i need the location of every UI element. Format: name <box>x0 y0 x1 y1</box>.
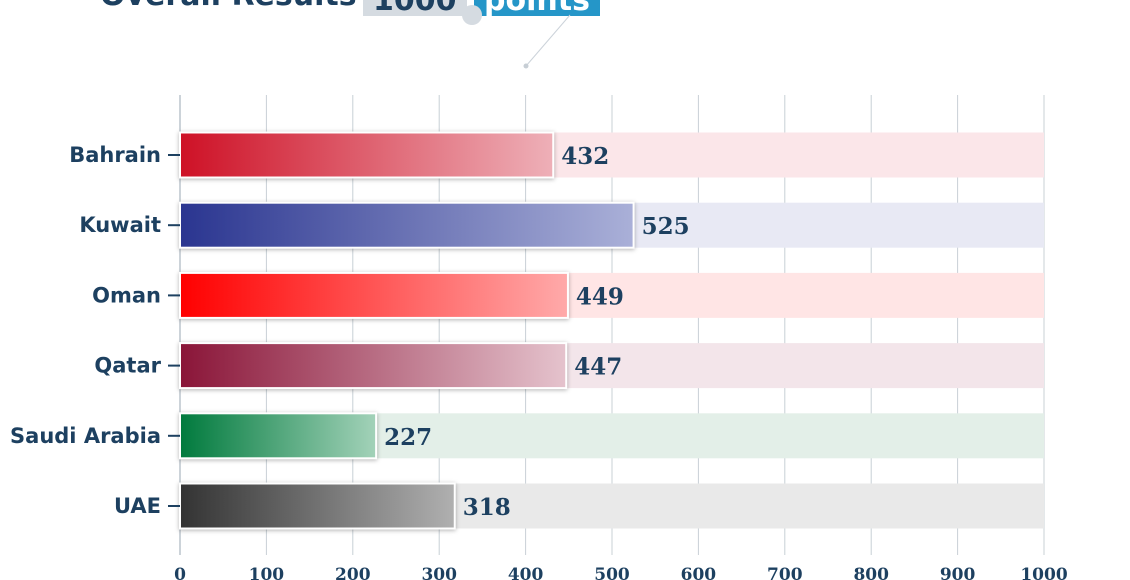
x-tick-label: 900 <box>940 565 976 580</box>
bar <box>179 131 555 179</box>
x-tick-label: 700 <box>767 565 803 580</box>
x-tick-label: 300 <box>421 565 457 580</box>
bar <box>179 342 568 390</box>
x-tick-label: 800 <box>853 565 889 580</box>
points-badge-number: 1000 <box>363 0 467 16</box>
bar <box>179 271 569 319</box>
value-label: 447 <box>574 354 622 381</box>
x-tick-label: 400 <box>508 565 544 580</box>
x-tick-label: 600 <box>681 565 717 580</box>
x-tick-label: 1000 <box>1020 565 1067 580</box>
x-tick-label: 0 <box>174 565 186 580</box>
x-tick-label: 500 <box>594 565 630 580</box>
category-label: UAE <box>114 494 161 518</box>
badge-connector-dot <box>462 5 482 25</box>
value-label: 525 <box>642 213 690 240</box>
value-label: 449 <box>576 283 624 310</box>
category-label: Oman <box>92 283 161 307</box>
x-tick-label: 200 <box>335 565 371 580</box>
badge-connector-end <box>523 63 529 69</box>
points-badge-unit: points <box>474 0 600 16</box>
category-label: Bahrain <box>69 143 161 167</box>
value-label: 432 <box>561 143 609 170</box>
bar <box>179 482 456 530</box>
badge-connector-line <box>525 14 571 67</box>
category-label: Qatar <box>94 354 161 378</box>
category-label: Kuwait <box>79 213 161 237</box>
value-label: 227 <box>384 424 432 451</box>
bar <box>179 412 378 460</box>
bar <box>179 201 635 249</box>
x-tick-label: 100 <box>249 565 285 580</box>
value-label: 318 <box>463 494 511 521</box>
category-label: Saudi Arabia <box>10 424 161 448</box>
chart-title: Overall Results <box>100 0 357 13</box>
